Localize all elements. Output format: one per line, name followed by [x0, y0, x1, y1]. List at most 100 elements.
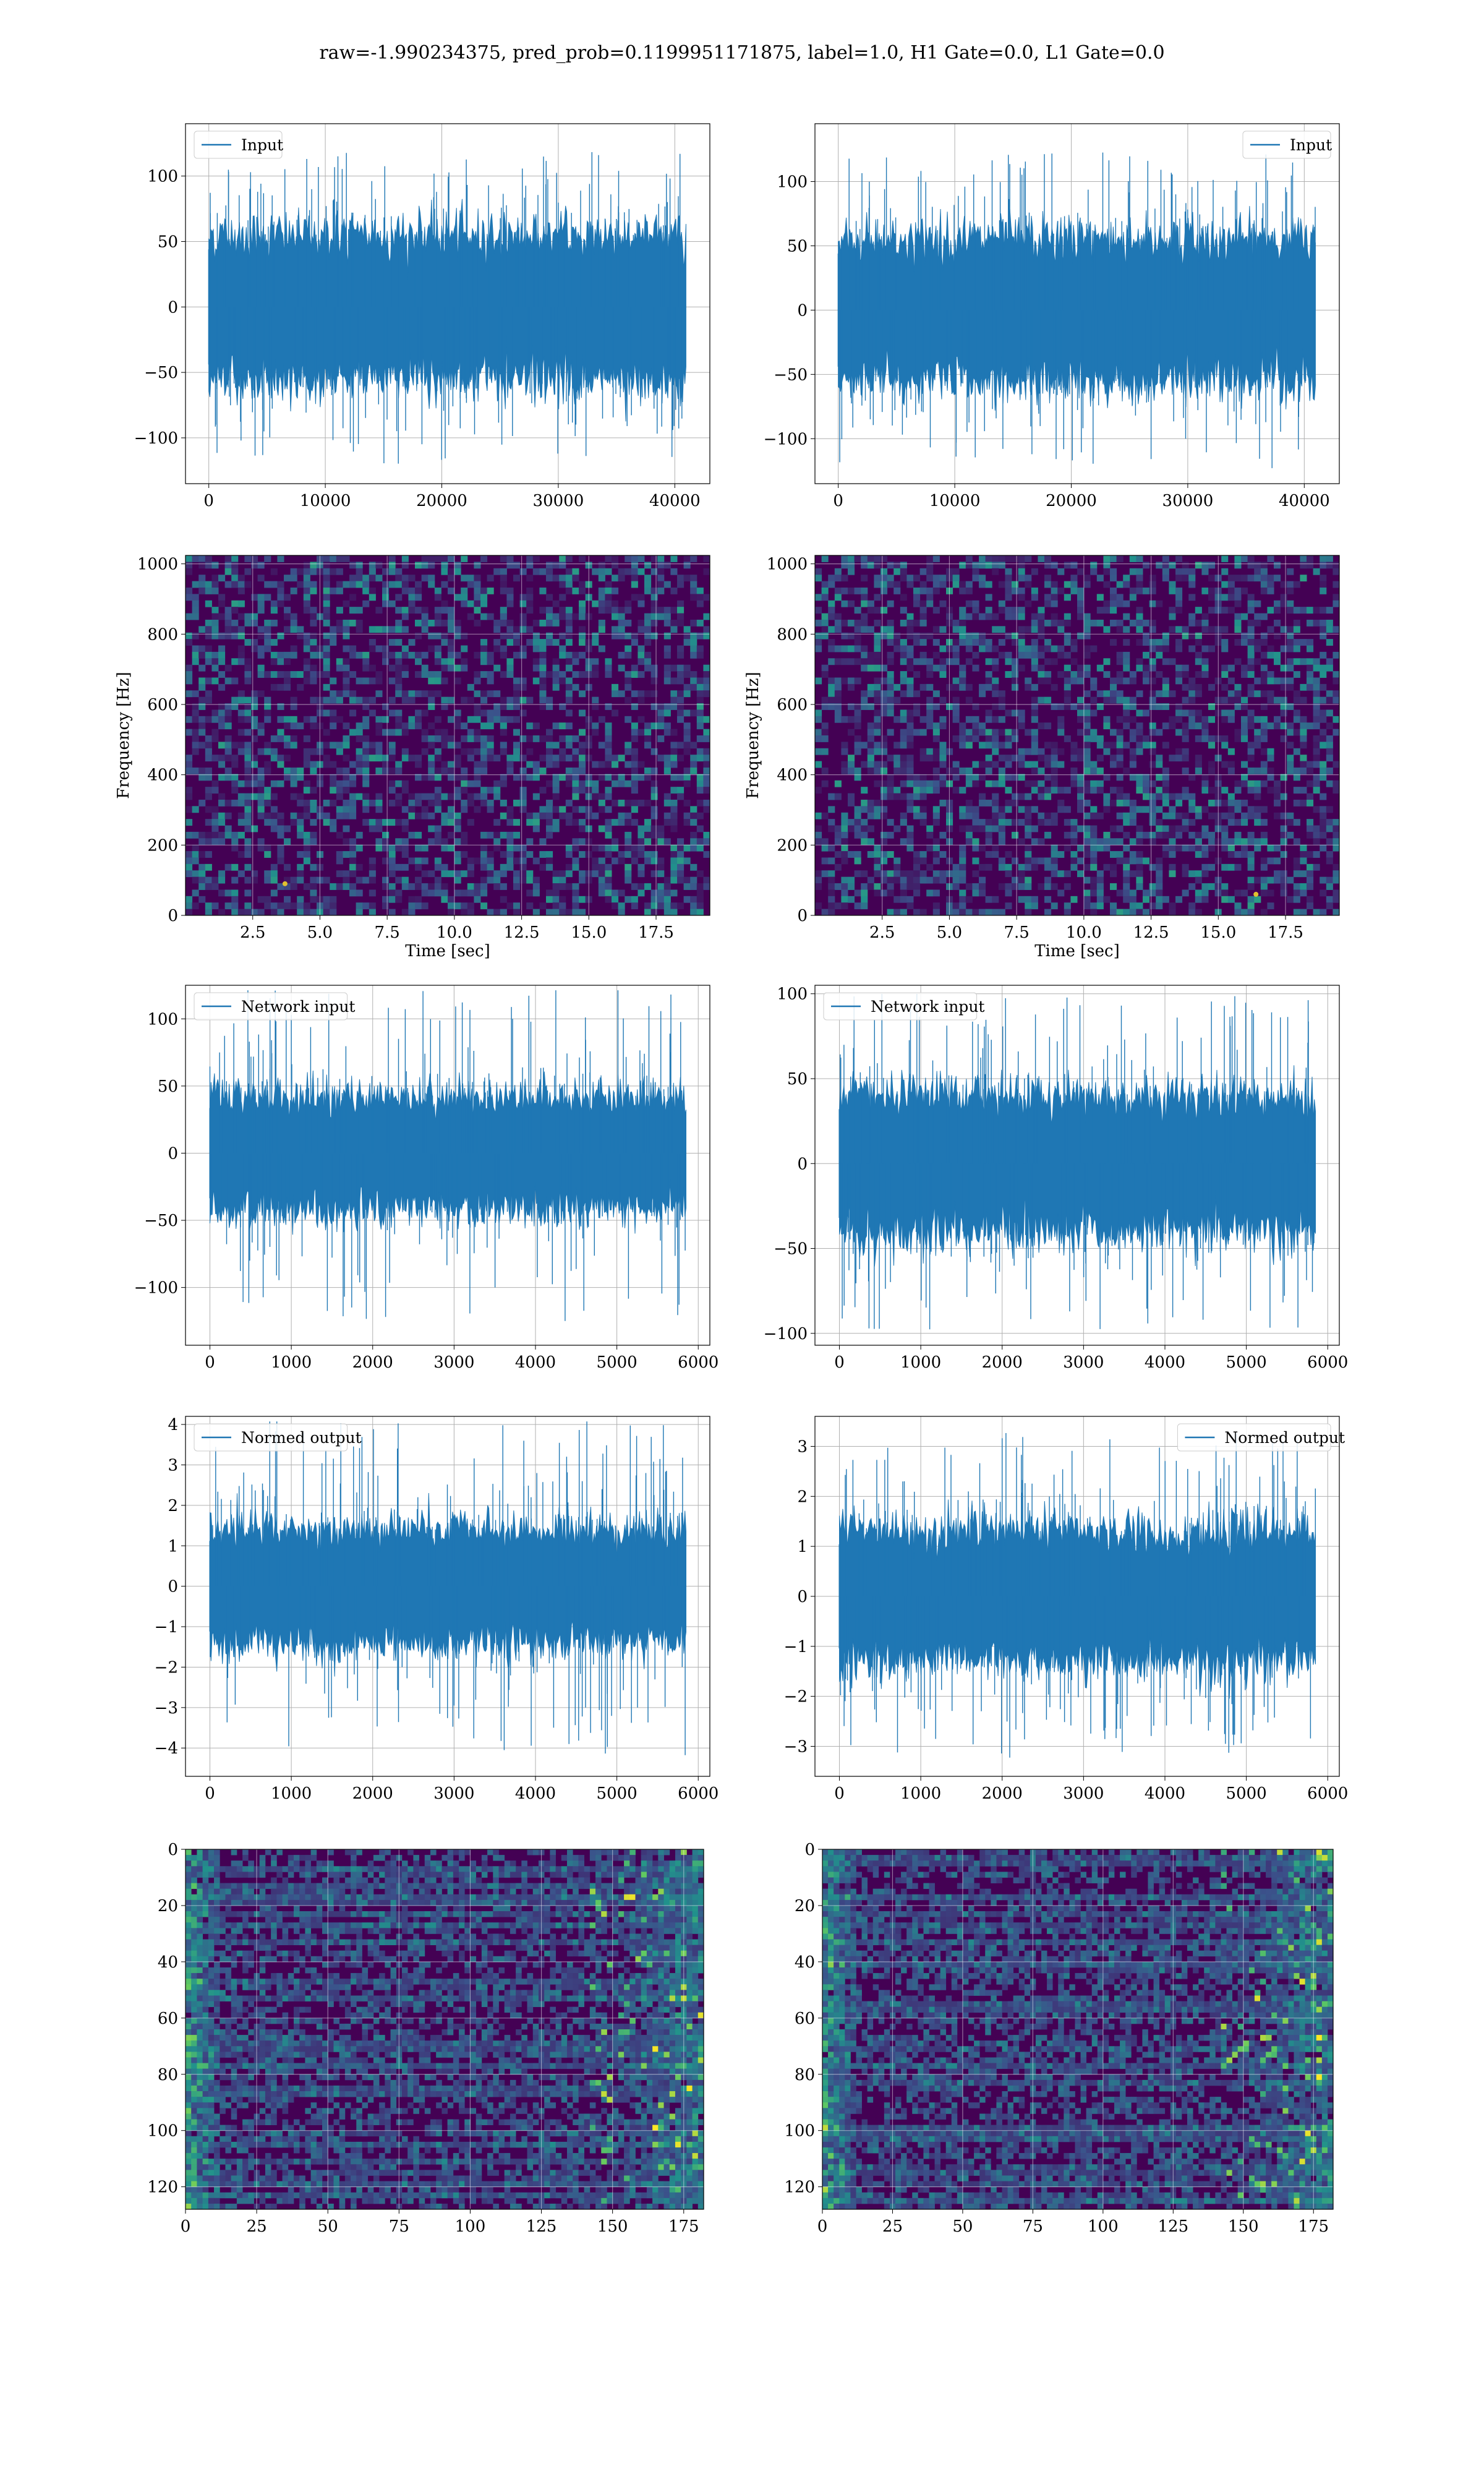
spec-h1-cell — [474, 651, 481, 659]
spec-l1-cell — [1254, 838, 1261, 845]
spec-l1-cell — [1162, 787, 1169, 794]
spec-h1-cell — [330, 626, 337, 633]
spec-h1-cell — [663, 562, 671, 569]
spec-h1-cell — [277, 587, 284, 594]
norm-l1-xtick-label: 3000 — [1063, 1784, 1104, 1803]
spec-h1-cell — [526, 819, 534, 826]
input-h1-legend-box — [194, 131, 283, 159]
spec-h1-cell — [703, 671, 710, 678]
spec-h1-cell — [186, 639, 193, 646]
spec-l1-cell — [1149, 729, 1156, 736]
spec-l1-cell — [1005, 568, 1012, 575]
spec-l1-cell — [1287, 703, 1294, 710]
spec-l1-cell — [1280, 581, 1287, 588]
spec-h1-cell — [585, 787, 592, 794]
spec-h1-cell — [382, 876, 390, 884]
spec-l1-cell — [906, 626, 914, 633]
spec-h1-cell — [467, 819, 474, 826]
spec-h1-cell — [277, 729, 284, 736]
spec-l1-cell — [1307, 767, 1314, 774]
spec-h1-cell — [231, 780, 239, 787]
spec-l1-cell — [959, 857, 966, 865]
spec-l1-cell — [1260, 767, 1268, 774]
spec-l1-cell — [1018, 761, 1025, 768]
spec-l1-cell — [1300, 755, 1307, 762]
spec-l1-cell — [1313, 709, 1320, 717]
spec-l1-cell — [1005, 581, 1012, 588]
spec-h1-cell — [644, 613, 652, 620]
spec-h1-cell — [500, 696, 507, 704]
img-h1-cell — [271, 1855, 277, 1861]
img-h1-cell — [681, 1855, 687, 1861]
img-h1-cell — [413, 1860, 419, 1867]
spec-l1-cell — [965, 767, 973, 774]
spec-h1-cell — [277, 594, 284, 601]
spec-h1-cell — [277, 761, 284, 768]
spec-l1-cell — [881, 709, 888, 717]
spec-h1-cell — [205, 645, 212, 653]
spec-l1-cell — [1175, 671, 1183, 678]
spec-l1-cell — [854, 587, 861, 594]
spec-l1-cell — [992, 742, 999, 749]
spec-l1-cell — [893, 876, 901, 884]
spec-h1-cell — [703, 626, 710, 633]
spec-h1-cell — [198, 799, 206, 807]
spec-l1-cell — [1143, 742, 1150, 749]
spec-l1-cell — [1077, 870, 1085, 878]
spec-h1-cell — [218, 812, 226, 820]
spec-l1-cell — [1208, 716, 1216, 723]
spec-h1-cell — [703, 780, 710, 787]
spec-l1-cell — [854, 716, 861, 723]
spec-h1-cell — [696, 716, 704, 723]
spec-l1-cell — [998, 812, 1005, 820]
spec-h1-cell — [434, 735, 441, 742]
spec-l1-cell — [887, 889, 894, 897]
spec-l1-cell — [913, 851, 921, 858]
spec-h1-cell — [186, 870, 193, 878]
spec-h1-cell — [539, 755, 547, 762]
spec-h1-cell — [415, 562, 422, 569]
spec-l1-cell — [1123, 767, 1130, 774]
spec-h1-cell — [375, 626, 383, 633]
spec-l1-cell — [985, 735, 992, 742]
spec-h1-cell — [310, 889, 317, 897]
spec-h1-cell — [421, 774, 429, 781]
spec-l1-cell — [1156, 651, 1163, 659]
spec-l1-cell — [1326, 696, 1333, 704]
spec-l1-cell — [834, 863, 842, 871]
spec-h1-cell — [382, 896, 390, 903]
input-l1-xtick-label: 0 — [833, 492, 843, 510]
spec-l1-cell — [979, 722, 986, 730]
spec-h1-cell — [565, 632, 573, 640]
spec-h1-cell — [546, 863, 553, 871]
spec-h1-cell — [251, 562, 258, 569]
spec-l1-cell — [1274, 780, 1281, 787]
spec-l1-cell — [913, 690, 921, 698]
spec-l1-cell — [1031, 696, 1038, 704]
spec-l1-cell — [1208, 607, 1216, 614]
spec-l1-cell — [828, 819, 835, 826]
spec-h1-cell — [428, 742, 435, 749]
spec-l1-cell — [932, 819, 940, 826]
spec-h1-cell — [657, 755, 665, 762]
spec-h1-cell — [205, 806, 212, 813]
spec-h1-cell — [224, 767, 232, 774]
spec-l1-cell — [1005, 594, 1012, 601]
spec-l1-cell — [1201, 831, 1209, 839]
spec-h1-cell — [382, 902, 390, 910]
spec-h1-cell — [284, 863, 291, 871]
spec-l1-cell — [1044, 696, 1052, 704]
spec-h1-cell — [519, 799, 527, 807]
spec-h1-cell — [605, 600, 612, 607]
spec-l1-cell — [1195, 683, 1202, 691]
spec-h1-cell — [231, 787, 239, 794]
spec-h1-cell — [415, 857, 422, 865]
spec-h1-cell — [441, 870, 448, 878]
img-h1-cell — [504, 1860, 511, 1867]
spec-l1-cell — [913, 876, 921, 884]
spec-h1-cell — [605, 844, 612, 852]
spec-h1-cell — [388, 799, 396, 807]
spec-l1-cell — [932, 735, 940, 742]
spec-l1-cell — [1195, 844, 1202, 852]
spec-h1-cell — [519, 600, 527, 607]
